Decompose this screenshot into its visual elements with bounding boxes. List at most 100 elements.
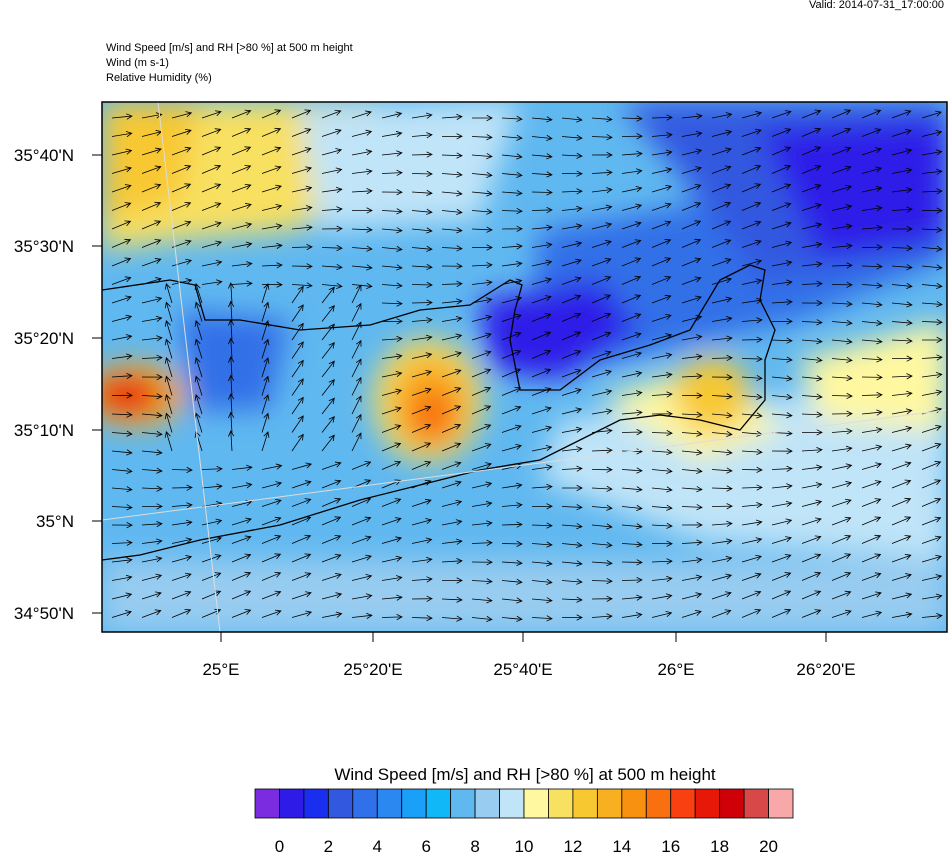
wind-arrow: [201, 518, 223, 526]
wind-arrow: [231, 183, 252, 193]
wind-arrow: [651, 257, 672, 267]
wind-arrow: [471, 244, 493, 251]
wind-arrow: [141, 183, 162, 193]
wind-arrow: [531, 387, 552, 396]
wind-arrow: [261, 394, 270, 415]
wind-arrow: [831, 516, 852, 526]
wind-arrow: [651, 522, 673, 529]
colorbar-tick-label: 4: [373, 837, 382, 854]
wind-arrow: [651, 558, 673, 565]
wind-arrow: [164, 301, 173, 322]
wind-arrow: [651, 184, 673, 193]
colorbar-tick-label: 10: [515, 837, 534, 854]
wind-arrow: [921, 336, 943, 343]
wind-arrow: [561, 116, 583, 123]
wind-arrow: [501, 540, 523, 547]
wind-arrow: [531, 134, 553, 142]
wind-arrow: [411, 479, 432, 489]
wind-arrow: [561, 276, 582, 285]
wind-arrow: [921, 354, 943, 361]
wind-arrow: [141, 277, 162, 285]
wind-arrow: [261, 609, 282, 618]
wind-arrow: [171, 537, 193, 544]
colorbar-box: [303, 788, 329, 819]
wind-arrow: [321, 167, 343, 174]
wind-arrow: [561, 152, 583, 159]
wind-arrow: [681, 220, 702, 230]
wind-arrow: [471, 190, 493, 197]
wind-arrow: [321, 305, 335, 322]
wind-arrow: [561, 223, 583, 230]
wind-arrow: [381, 442, 402, 452]
colorbar: 0 2 4 6 8 10 12 14 16 18 20: [254, 788, 794, 854]
wind-arrow: [171, 128, 192, 137]
lon-label: 26°E: [657, 660, 694, 679]
wind-arrow: [501, 296, 523, 304]
wind-arrow: [831, 571, 852, 581]
wind-arrow: [291, 304, 304, 322]
wind-arrow: [861, 185, 883, 193]
wind-arrow: [831, 392, 853, 400]
wind-arrow: [471, 314, 493, 322]
wind-arrow: [711, 485, 733, 492]
wind-arrow: [261, 357, 270, 378]
wind-arrow: [801, 464, 823, 471]
wind-arrow: [351, 573, 373, 581]
wind-arrow: [831, 410, 853, 417]
wind-arrow: [291, 322, 304, 341]
colorbar-box: [401, 788, 427, 819]
wind-arrow: [711, 316, 733, 323]
wind-arrow: [621, 185, 643, 193]
colorbar-tick-label: 18: [710, 837, 729, 854]
wind-arrow: [681, 373, 703, 380]
wind-arrow: [741, 519, 763, 526]
colorbar-tick-label: 16: [661, 837, 680, 854]
wind-arrow: [771, 221, 792, 230]
wind-arrow: [711, 112, 733, 119]
wind-arrow: [771, 500, 793, 507]
wind-arrow: [291, 224, 313, 231]
wind-arrow: [141, 467, 163, 474]
wind-arrow: [291, 498, 312, 507]
wind-arrow: [291, 243, 313, 251]
wind-arrow: [351, 129, 373, 137]
wind-arrow: [891, 373, 913, 380]
wind-arrow: [231, 571, 252, 581]
wind-arrow: [231, 261, 253, 268]
wind-arrow: [921, 282, 943, 289]
wind-arrow: [471, 405, 492, 415]
wind-arrow: [381, 208, 403, 215]
lat-label: 35°10'N: [14, 421, 74, 440]
wind-arrow: [681, 130, 703, 137]
wind-arrow: [651, 504, 673, 511]
wind-arrow: [471, 332, 492, 341]
wind-arrow: [471, 597, 493, 604]
colorbar-tick-label: 12: [563, 837, 582, 854]
wind-arrow: [261, 516, 282, 526]
wind-arrow: [194, 412, 203, 433]
wind-arrow: [891, 206, 913, 213]
wind-arrow: [591, 257, 612, 267]
wind-arrow: [651, 593, 673, 600]
wind-arrow: [801, 482, 823, 489]
wind-arrow: [231, 241, 253, 248]
wind-arrow: [351, 149, 373, 156]
wind-arrow: [861, 444, 883, 452]
wind-arrow: [801, 517, 822, 526]
wind-arrow: [201, 590, 222, 600]
wind-arrow: [801, 203, 822, 211]
wind-arrow: [651, 114, 673, 121]
wind-arrow: [831, 165, 852, 174]
wind-arrow: [171, 165, 192, 174]
axes: 35°40'N 35°30'N 35°20'N 35°10'N 35°N 34°50'N 2…: [14, 146, 856, 679]
wind-arrow: [141, 374, 163, 381]
wind-arrow: [621, 559, 643, 566]
wind-arrow: [111, 334, 133, 341]
wind-arrow: [621, 576, 643, 584]
wind-arrow: [531, 444, 553, 452]
wind-arrow: [231, 590, 252, 600]
wind-arrow: [291, 147, 312, 156]
wind-arrow: [141, 449, 163, 456]
wind-arrow: [741, 502, 763, 509]
wind-arrow: [531, 406, 552, 415]
